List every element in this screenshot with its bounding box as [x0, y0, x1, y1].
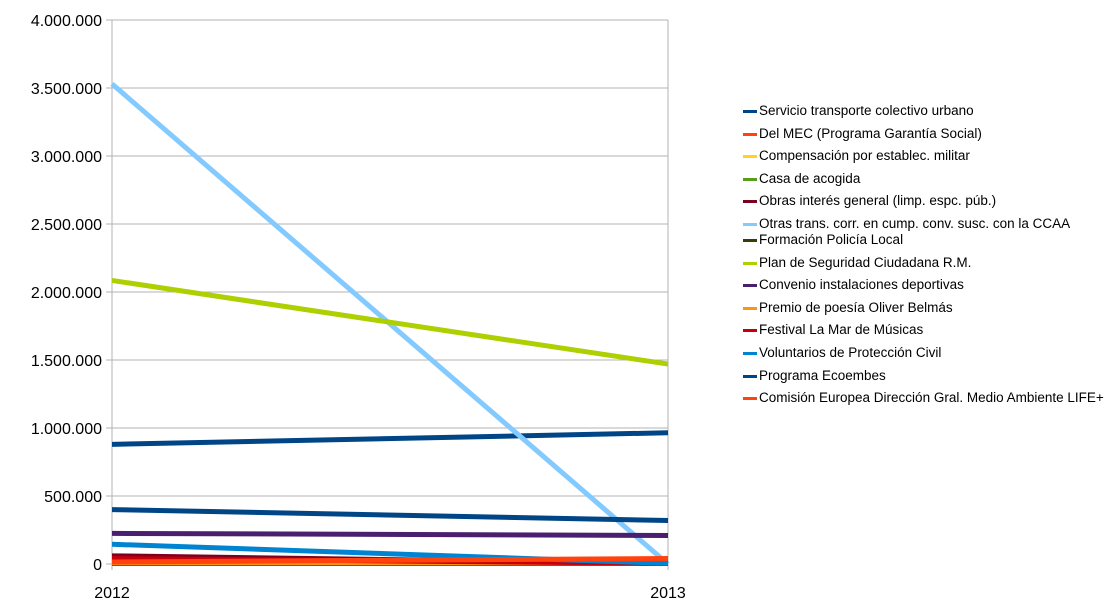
y-axis-tick-labels: 0 500.000 1.000.000 1.500.000 2.000.000 2.500…: [31, 13, 102, 574]
legend-label: Casa de acogida: [759, 170, 861, 186]
legend-item: Obras interés general (limp. espc. púb.): [743, 193, 1115, 216]
legend-swatch: [743, 155, 757, 159]
y-tick-label: 3.500.000: [31, 81, 102, 98]
legend-swatch: [743, 222, 757, 226]
legend-swatch: [743, 238, 757, 242]
legend-swatch: [743, 329, 757, 333]
legend-swatch: [743, 261, 757, 265]
x-axis-tick-labels: 2012 2013: [94, 585, 686, 602]
legend-label: Comisión Europea Dirección Gral. Medio A…: [759, 390, 1104, 406]
series-line-8: [111, 277, 669, 367]
legend-swatch: [743, 110, 757, 113]
legend-item: Servicio transporte colectivo urbano: [743, 103, 1115, 126]
series-line-14: [111, 556, 669, 565]
y-tick-label: 2.500.000: [31, 217, 102, 234]
y-tick-label: 500.000: [44, 489, 102, 506]
series-line-1: [111, 430, 669, 447]
legend-swatch: [743, 306, 757, 310]
legend-item: Otras trans. corr. en cump. conv. susc. …: [743, 216, 1115, 232]
legend-label: Servicio transporte colectivo urbano: [759, 103, 974, 118]
legend-item: Casa de acogida: [743, 171, 1115, 194]
y-tick-label: 3.000.000: [31, 149, 102, 166]
legend-item: Compensación por establec. militar: [743, 148, 1115, 171]
legend-item: Voluntarios de Protección Civil: [743, 345, 1115, 368]
legend: Servicio transporte colectivo urbano Del …: [743, 103, 1115, 406]
legend-item: Convenio instalaciones deportivas: [743, 277, 1115, 300]
gridlines: [106, 19, 668, 565]
legend-swatch: [743, 397, 757, 401]
legend-swatch: [743, 351, 757, 355]
legend-item: Premio de poesía Oliver Belmás: [743, 300, 1115, 323]
y-tick-label: 1.500.000: [31, 353, 102, 370]
legend-swatch: [743, 374, 757, 378]
legend-label: Del MEC (Programa Garantía Social): [759, 125, 982, 141]
x-tick-label: 2012: [94, 585, 130, 602]
legend-swatch: [743, 200, 757, 204]
legend-label: Otras trans. corr. en cump. conv. susc. …: [759, 215, 1071, 231]
legend-item: Formación Policía Local: [743, 232, 1115, 255]
legend-item: Programa Ecoembes: [743, 368, 1115, 391]
legend-item: Del MEC (Programa Garantía Social): [743, 126, 1115, 149]
series-line-9: [111, 530, 669, 538]
legend-label: Convenio instalaciones deportivas: [759, 277, 964, 293]
legend-label: Premio de poesía Oliver Belmás: [759, 299, 953, 315]
legend-label: Programa Ecoembes: [759, 367, 886, 383]
y-tick-label: 2.000.000: [31, 285, 102, 302]
legend-label: Formación Policía Local: [759, 231, 904, 247]
legend-label: Festival La Mar de Músicas: [759, 322, 924, 338]
legend-swatch: [743, 177, 757, 181]
legend-swatch: [743, 132, 757, 136]
y-tick-label: 1.000.000: [31, 421, 102, 438]
y-tick-label: 0: [93, 557, 102, 574]
legend-item: Plan de Seguridad Ciudadana R.M.: [743, 255, 1115, 278]
legend-item: Comisión Europea Dirección Gral. Medio A…: [743, 390, 1115, 406]
series-lines: [110, 82, 670, 566]
legend-label: Compensación por establec. militar: [759, 148, 970, 164]
legend-item: Festival La Mar de Músicas: [743, 322, 1115, 345]
legend-label: Plan de Seguridad Ciudadana R.M.: [759, 254, 972, 270]
y-tick-label: 4.000.000: [31, 13, 102, 30]
legend-label: Voluntarios de Protección Civil: [759, 344, 942, 360]
legend-swatch: [743, 284, 757, 288]
x-tick-label: 2013: [650, 585, 686, 602]
series-line-13: [111, 507, 669, 523]
legend-label: Obras interés general (limp. espc. púb.): [759, 193, 997, 209]
